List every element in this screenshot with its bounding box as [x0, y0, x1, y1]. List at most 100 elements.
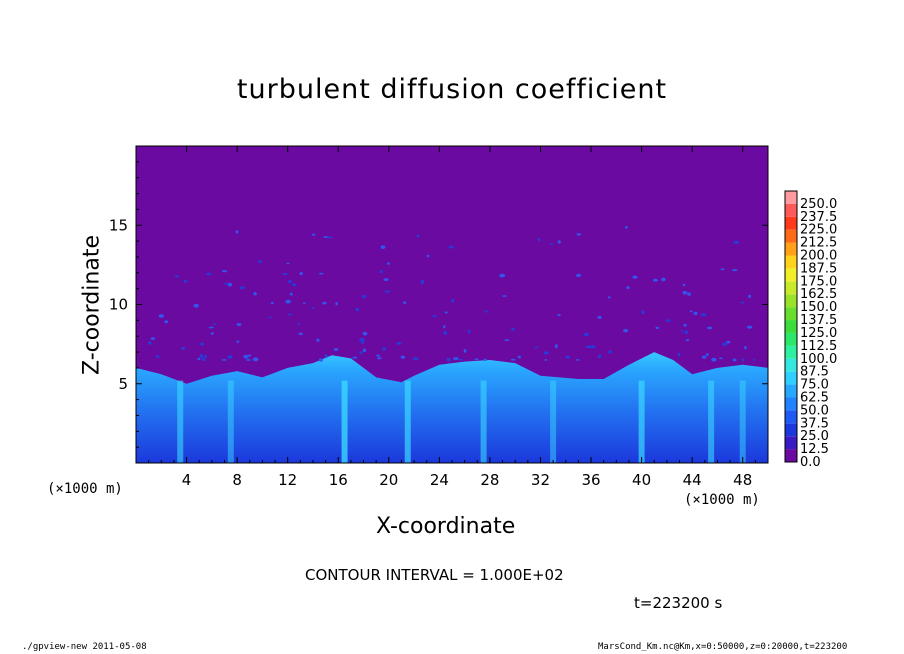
eddy-blob	[726, 340, 731, 344]
eddy-blob	[597, 354, 602, 359]
eddy-blob	[537, 238, 541, 242]
colorbar-swatch	[785, 216, 797, 230]
colorbar-swatch	[785, 397, 797, 411]
eddy-blob	[655, 326, 660, 329]
eddy-blob	[212, 323, 217, 326]
eddy-blob	[719, 357, 723, 360]
eddy-blob	[288, 279, 292, 284]
eddy-blob	[565, 355, 571, 359]
colorbar-label: 162.5	[800, 287, 837, 302]
colorbar-label: 12.5	[800, 442, 829, 457]
colorbar-label: 250.0	[800, 197, 837, 212]
eddy-blob	[227, 282, 233, 287]
eddy-blob	[183, 279, 188, 283]
eddy-blob	[416, 234, 420, 238]
eddy-blob	[174, 275, 179, 278]
eddy-blob	[632, 275, 638, 279]
eddy-blob	[180, 346, 186, 350]
eddy-blob	[352, 356, 358, 359]
eddy-blob	[550, 243, 553, 246]
plume-streak	[341, 380, 348, 463]
colorbar-label: 125.0	[800, 326, 837, 341]
colorbar-label: 75.0	[800, 378, 829, 393]
eddy-blob	[258, 259, 262, 264]
eddy-blob	[318, 272, 324, 275]
eddy-blob	[705, 353, 709, 356]
eddy-blob	[510, 358, 516, 361]
eddy-blob	[205, 272, 212, 276]
eddy-blob	[355, 307, 360, 312]
eddy-blob	[499, 273, 506, 278]
eddy-blob	[235, 230, 239, 234]
colorbar-label: 237.5	[800, 210, 837, 225]
colorbar-label: 37.5	[800, 416, 829, 431]
colorbar-swatch	[785, 332, 797, 346]
eddy-blob	[689, 310, 693, 313]
eddy-blob	[322, 301, 327, 305]
y-tick-label: 10	[109, 296, 128, 314]
colorbar-swatch	[785, 384, 797, 398]
eddy-blob	[382, 346, 386, 351]
eddy-blob	[359, 338, 366, 342]
eddy-blob	[227, 355, 233, 359]
plume-streak	[550, 380, 557, 463]
eddy-blob	[221, 359, 227, 361]
eddy-blob	[199, 354, 204, 358]
footer-right: MarsCond_Km.nc@Km,x=0:50000,z=0:20000,t=…	[598, 642, 848, 652]
eddy-blob	[193, 303, 199, 308]
eddy-blob	[576, 233, 582, 236]
eddy-blob	[248, 354, 252, 357]
colorbar-label: 225.0	[800, 223, 837, 238]
eddy-blob	[451, 298, 455, 303]
eddy-blob	[458, 358, 463, 361]
colorbar-swatch	[785, 294, 797, 308]
plume-streak	[177, 380, 184, 463]
eddy-blob	[624, 225, 628, 229]
eddy-blob	[463, 349, 467, 353]
x-tick-label: 40	[632, 471, 651, 489]
colorbar-label: 150.0	[800, 300, 837, 315]
eddy-blob	[387, 262, 391, 265]
eddy-blob	[432, 315, 438, 318]
footer-left: ./gpview-new 2011-05-08	[22, 642, 147, 652]
colorbar-frame	[784, 190, 798, 463]
eddy-blob	[361, 294, 367, 299]
plot-area	[135, 145, 769, 464]
x-tick-label: 16	[329, 471, 348, 489]
plume-streak	[739, 380, 746, 463]
eddy-blob	[700, 313, 707, 317]
eddy-blob	[701, 355, 707, 359]
eddy-blob	[682, 290, 688, 295]
eddy-blob	[158, 314, 165, 318]
eddy-blob	[483, 358, 487, 362]
eddy-blob	[147, 341, 152, 345]
eddy-blob	[753, 358, 756, 361]
eddy-blob	[448, 245, 454, 249]
eddy-blob	[377, 357, 382, 360]
eddy-blob	[243, 354, 249, 358]
eddy-blob	[652, 278, 658, 282]
eddy-blob	[287, 313, 292, 316]
eddy-blob	[201, 357, 206, 362]
colorbar-swatch	[785, 242, 797, 256]
eddy-blob	[641, 310, 645, 315]
eddy-blob	[327, 236, 333, 239]
eddy-blob	[746, 325, 753, 329]
eddy-blob	[311, 233, 316, 236]
eddy-blob	[682, 283, 686, 287]
eddy-blob	[403, 301, 407, 304]
eddy-blob	[607, 296, 611, 299]
eddy-blob	[443, 330, 448, 335]
x-tick-label: 36	[581, 471, 600, 489]
y-tick-label: 15	[109, 216, 128, 234]
eddy-blob	[297, 322, 301, 325]
eddy-blob	[685, 339, 690, 342]
eddy-blob	[626, 286, 630, 290]
colorbar-label: 112.5	[800, 339, 837, 354]
colorbar-swatch	[785, 423, 797, 437]
eddy-blob	[335, 302, 338, 306]
x-axis-label: X-coordinate	[376, 514, 516, 539]
eddy-blob	[426, 254, 430, 258]
colorbar-swatch	[785, 307, 797, 321]
